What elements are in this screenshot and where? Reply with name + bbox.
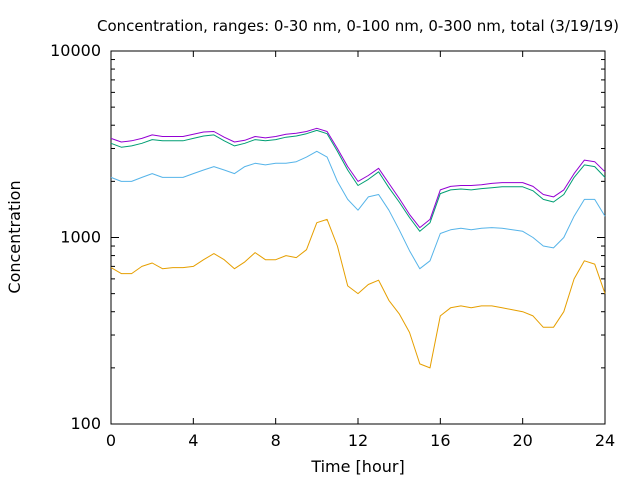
y-minor-ticks bbox=[111, 59, 605, 369]
x-tick-label: 20 bbox=[512, 431, 532, 450]
x-tick-label: 4 bbox=[188, 431, 198, 450]
x-tick-label: 16 bbox=[430, 431, 450, 450]
x-tick-label: 8 bbox=[271, 431, 281, 450]
x-tick-label: 24 bbox=[595, 431, 615, 450]
y-tick-label: 100 bbox=[70, 414, 101, 433]
x-tick-label: 0 bbox=[106, 431, 116, 450]
y-axis-ticks: 100 1000 10000 bbox=[50, 41, 605, 433]
x-axis-ticks: 0 4 8 12 16 20 24 bbox=[106, 51, 615, 450]
series-lines bbox=[110, 127, 606, 369]
series-line-3 bbox=[110, 129, 606, 232]
y-axis-label: Concentration bbox=[5, 180, 24, 293]
y-tick-label: 1000 bbox=[60, 228, 101, 247]
series-line-4 bbox=[110, 127, 606, 229]
series-line-1 bbox=[110, 218, 606, 369]
series-line-2 bbox=[110, 150, 606, 270]
plot-frame bbox=[110, 50, 606, 425]
x-axis-label: Time [hour] bbox=[310, 457, 404, 476]
x-tick-label: 12 bbox=[348, 431, 368, 450]
y-tick-label: 10000 bbox=[50, 41, 101, 60]
chart-title: Concentration, ranges: 0-30 nm, 0-100 nm… bbox=[97, 17, 619, 35]
